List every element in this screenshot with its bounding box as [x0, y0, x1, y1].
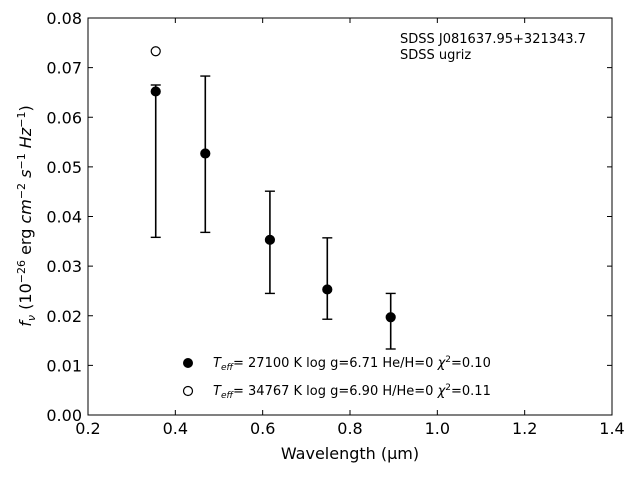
legend-marker-filled: [183, 358, 193, 368]
x-tick-label-6: 1.4: [599, 419, 624, 438]
legend-marker-open: [182, 385, 194, 397]
y-tick-label-5: 0.05: [46, 158, 82, 177]
x-tick-label-1: 0.4: [163, 419, 188, 438]
y-axis-label: fν (10−26 erg cm−2 s−1 Hz−1): [15, 105, 38, 326]
point-filled-4: [385, 312, 396, 323]
legend-entry-2-chi: =0.11: [451, 384, 491, 399]
legend-entry-1-params: = 27100 K log g=6.71 He/H=0: [233, 356, 438, 371]
y-tick-label-1: 0.01: [46, 356, 82, 375]
y-tick-label-7: 0.07: [46, 59, 82, 78]
x-tick-label-2: 0.6: [250, 419, 275, 438]
point-filled-3: [322, 284, 333, 295]
annotation-filters: SDSS ugriz: [400, 48, 471, 63]
y-tick-label-6: 0.06: [46, 108, 82, 127]
point-open-0: [150, 46, 161, 57]
x-tick-label-0: 0.2: [75, 419, 100, 438]
x-axis-ticks: 0.2 0.4 0.6 0.8 1.0 1.2 1.4: [75, 18, 625, 438]
y-tick-label-8: 0.08: [46, 9, 82, 28]
x-tick-label-4: 1.0: [425, 419, 450, 438]
error-bars: [150, 75, 396, 350]
legend-entry-1: Teff= 27100 K log g=6.71 He/H=0 χ2=0.10: [213, 355, 491, 373]
x-tick-label-5: 1.2: [512, 419, 537, 438]
legend: Teff= 27100 K log g=6.71 He/H=0 χ2=0.10 …: [182, 355, 491, 401]
legend-entry-2: Teff= 34767 K log g=6.90 H/He=0 χ2=0.11: [213, 383, 491, 401]
x-tick-label-3: 0.8: [337, 419, 362, 438]
y-axis-ticks: 0.00 0.01 0.02 0.03 0.04 0.05 0.06 0.07 0.08: [46, 9, 612, 425]
legend-entry-2-params: = 34767 K log g=6.90 H/He=0: [233, 384, 438, 399]
x-axis-label: Wavelength (μm): [281, 444, 419, 463]
legend-entry-1-chi: =0.10: [451, 356, 491, 371]
point-filled-0: [150, 86, 161, 97]
data-points: [150, 46, 396, 323]
y-tick-label-3: 0.03: [46, 257, 82, 276]
y-tick-label-0: 0.00: [46, 406, 82, 425]
annotation-object-id: SDSS J081637.95+321343.7: [400, 32, 586, 47]
y-tick-label-2: 0.02: [46, 307, 82, 326]
point-filled-1: [200, 148, 211, 159]
point-filled-2: [264, 234, 276, 245]
y-tick-label-4: 0.04: [46, 208, 82, 227]
